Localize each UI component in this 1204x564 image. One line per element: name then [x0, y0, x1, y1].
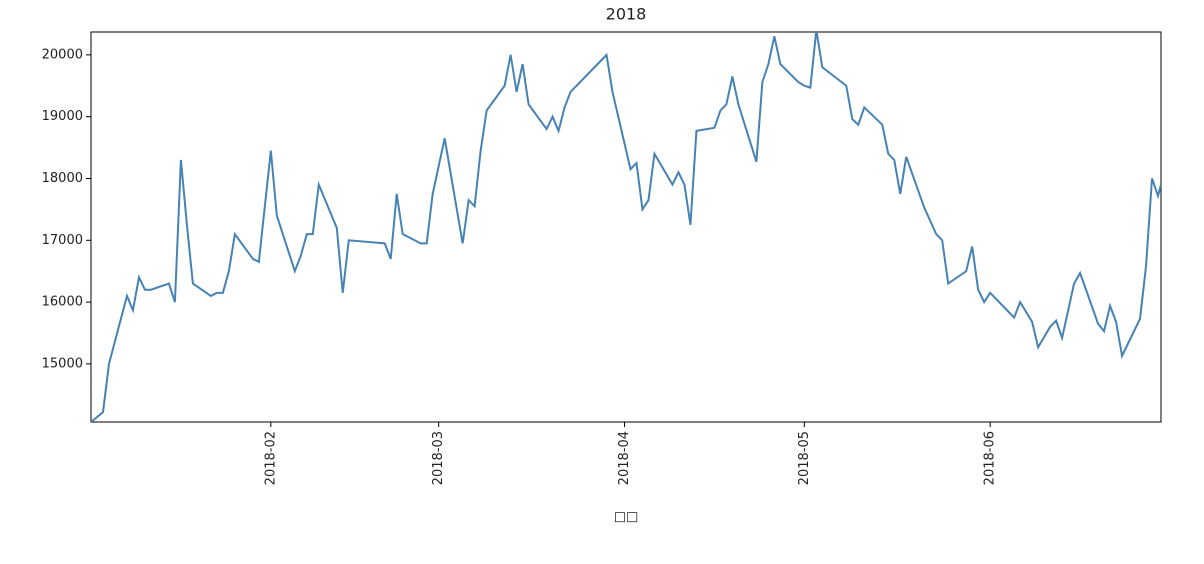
y-tick-label: 20000: [42, 47, 83, 62]
y-tick-label: 18000: [42, 171, 83, 186]
x-axis-label: □□: [614, 510, 639, 525]
x-tick-label: 2018-05: [797, 431, 812, 485]
plot-frame: [90, 31, 1162, 423]
y-tick-label: 17000: [42, 233, 83, 248]
y-tick-label: 15000: [42, 356, 83, 371]
x-tick-label: 2018-06: [983, 431, 998, 485]
chart-title: 2018: [606, 5, 647, 24]
data-line: [91, 32, 1161, 422]
x-tick-label: 2018-02: [263, 431, 278, 485]
y-tick-label: 16000: [42, 295, 83, 310]
x-tick-label: 2018-03: [431, 431, 446, 485]
x-tick-label: 2018-04: [617, 431, 632, 485]
y-tick-label: 19000: [42, 109, 83, 124]
